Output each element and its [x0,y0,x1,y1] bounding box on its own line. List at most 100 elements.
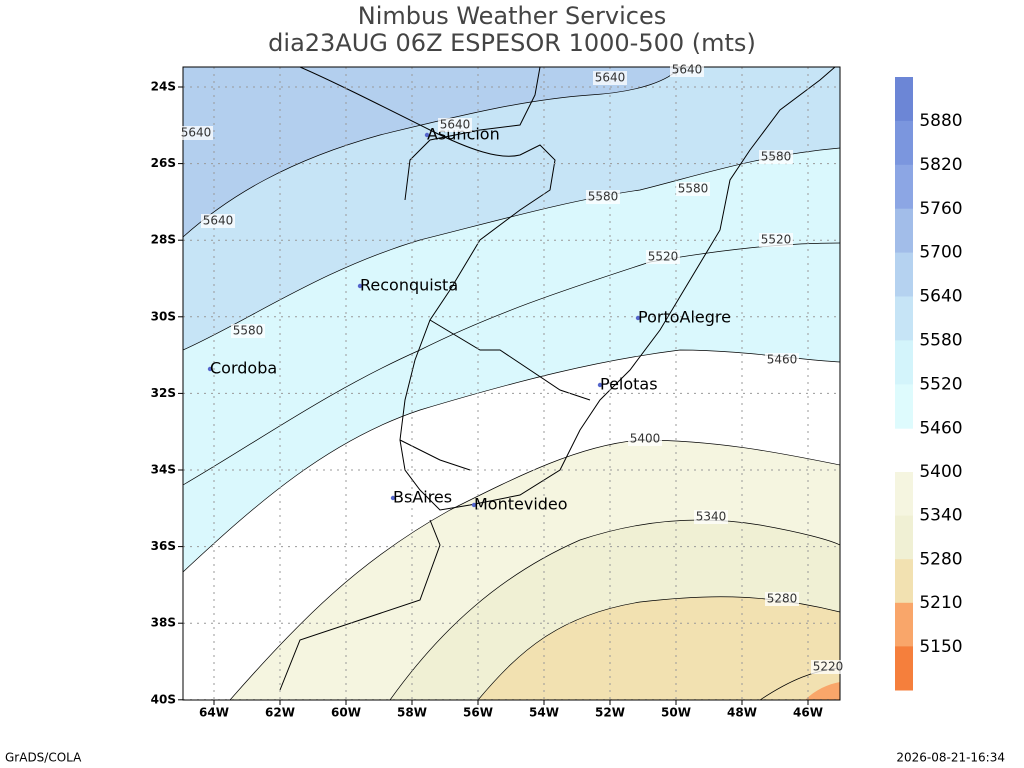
contour-label: 5520 [761,233,792,247]
contour [183,147,840,351]
colorbar-box [895,384,913,429]
city-label: Reconquista [360,276,458,295]
band-5280 [478,596,840,700]
contour-label: 5580 [233,324,264,338]
colorbar-label: 5340 [919,506,962,526]
colorbar-box [895,340,913,385]
contour-label: 5400 [630,432,661,446]
colorbar-box [895,296,913,341]
contour-label-bg [694,510,728,524]
footer-right: 2026-08-21-16:34 [896,751,1005,765]
lon-label: 50W [661,706,691,720]
colorbar-label: 5460 [919,418,962,438]
contour-label-bg [201,214,235,228]
contour-label-bg [593,71,627,85]
contour-label-bg [670,63,704,77]
title: Nimbus Weather Services [358,2,666,30]
contour-label: 5340 [696,510,727,524]
contour-label: 5580 [678,182,709,196]
subtitle: dia23AUG 06Z ESPESOR 1000-500 (mts) [268,29,756,57]
lon-label: 48W [727,706,757,720]
contour-label-bg [438,118,472,132]
contour-label: 5640 [595,71,626,85]
city-label: Cordoba [210,359,277,378]
contour-label-bg [646,250,680,264]
contour-label-bg [676,182,710,196]
colorbar-label: 5150 [919,637,962,657]
contour-label: 5640 [672,63,703,77]
contour-label-bg [759,233,793,247]
lat-label: 40S [151,692,176,706]
grid [178,67,840,705]
colorbar-box [895,515,913,560]
colorbar-box [895,164,913,210]
city-dot [471,502,477,508]
colorbar-label: 5640 [919,287,962,307]
lat-label: 38S [151,616,176,630]
lon-label: 46W [793,706,823,720]
contour-label: 5640 [203,214,234,228]
contour-label: 5520 [648,250,679,264]
lat-label: 34S [151,463,176,477]
lat-label: 30S [151,309,176,323]
colorbar-box [895,120,913,166]
lon-label: 64W [199,706,229,720]
contour-label: 5580 [761,150,792,164]
colorbar-box [895,252,913,297]
contour-label: 5220 [813,660,844,674]
colorbar-label: 5760 [919,199,962,219]
contour-label-bg [765,592,799,606]
colorbar-box [895,559,913,604]
city-dot [424,132,430,138]
city-dot [357,283,363,289]
city-label: Montevideo [474,495,568,514]
lat-label: 32S [151,386,176,400]
contour [183,242,840,486]
lon-label: 58W [397,706,427,720]
contour-label-bg [759,150,793,164]
colorbar-box [895,77,913,122]
lat-label: 28S [151,233,176,247]
colorbar-label: 5880 [919,111,962,131]
lon-label: 62W [265,706,295,720]
colorbar-label: 5520 [919,374,962,394]
city-label: BsAires [393,488,452,507]
contour-label-bg [811,660,845,674]
colorbar-label: 5210 [919,593,962,613]
lon-label: 56W [463,706,493,720]
colorbar-label: 5400 [919,462,962,482]
map-frame [182,66,841,701]
contour [183,349,840,573]
lat-label: 24S [151,80,176,94]
city-dot [597,382,603,388]
lon-label: 54W [529,706,559,720]
colorbar-label: 5580 [919,331,962,351]
overlay: 24S 26S 28S 30S 32S 34S 36S 38S 40S 64W 62W 60W 58W 5… [151,63,963,720]
city-dot [635,315,641,321]
city-dot [207,366,213,372]
contour-label: 5580 [588,190,619,204]
coastline [279,67,836,691]
city-label: PortoAlegre [638,308,731,327]
city-dot [390,495,396,501]
colorbar-label: 5700 [919,243,962,263]
colorbar-label: 5280 [919,549,962,569]
contour-label: 5280 [767,592,798,606]
footer-left: GrADS/COLA [5,751,82,765]
contour-label-bg [231,324,265,338]
contour-label-bg [628,432,662,446]
contour-label: 5460 [767,353,798,367]
map-fields [183,67,840,700]
colorbar-box [895,208,913,254]
contour-label: 5640 [181,126,212,140]
city-label: Pelotas [600,375,658,394]
contour-label-bg [179,126,213,140]
lat-label: 26S [151,156,176,170]
colorbar-box [895,602,913,647]
contour-label-bg [586,190,620,204]
colorbar-box [895,472,913,517]
band-5210 [805,682,840,700]
contour [389,519,840,700]
